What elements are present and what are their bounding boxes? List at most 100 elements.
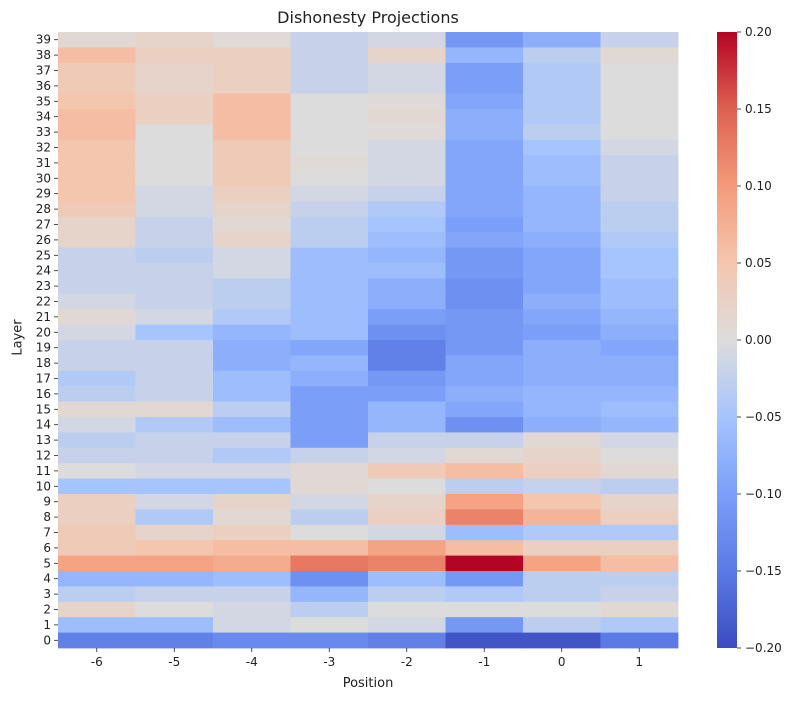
x-tick-label: 1 — [635, 655, 643, 669]
heatmap-cell — [213, 340, 291, 356]
heatmap-cell — [600, 571, 679, 587]
heatmap-cell — [290, 386, 369, 402]
heatmap-cell — [290, 139, 369, 156]
heatmap-cell — [368, 109, 446, 125]
heatmap-cell — [523, 155, 601, 171]
heatmap-cell — [445, 478, 524, 495]
y-tick-label: 16 — [36, 387, 51, 401]
heatmap-cell — [290, 555, 369, 572]
heatmap-cell — [600, 62, 679, 79]
heatmap-cell — [290, 601, 369, 618]
heatmap-cell — [135, 78, 214, 94]
colorbar-tick-label: −0.15 — [745, 564, 782, 578]
heatmap-cell — [213, 401, 291, 418]
heatmap-cell — [135, 571, 214, 587]
y-tick-label: 34 — [36, 110, 51, 124]
heatmap-cell — [600, 586, 679, 603]
heatmap-cell — [213, 494, 291, 510]
heatmap-cell — [600, 201, 679, 218]
heatmap-cell — [290, 478, 369, 495]
heatmap-cell — [135, 293, 214, 310]
heatmap-cell — [368, 293, 446, 310]
heatmap-cell — [368, 309, 446, 325]
heatmap-cell — [523, 571, 601, 587]
heatmap-cell — [58, 632, 136, 649]
heatmap-cell — [600, 263, 679, 279]
heatmap-cell — [600, 186, 679, 202]
heatmap-cell — [368, 571, 446, 587]
heatmap-cell — [213, 524, 291, 541]
heatmap-cell — [290, 155, 369, 171]
heatmap-cell — [213, 293, 291, 310]
heatmap-cell — [135, 586, 214, 603]
heatmap-cell — [523, 386, 601, 402]
heatmap-cell — [445, 355, 524, 372]
heatmap-cell — [290, 571, 369, 587]
heatmap-cell — [445, 340, 524, 356]
heatmap-cell — [368, 93, 446, 110]
heatmap-cell — [58, 155, 136, 171]
x-axis-label: Position — [342, 676, 394, 691]
heatmap-cell — [213, 432, 291, 449]
heatmap-cell — [600, 386, 679, 402]
x-tick-label: -6 — [91, 655, 103, 669]
heatmap-cell — [58, 247, 136, 264]
heatmap-cell — [213, 109, 291, 125]
heatmap-cell — [58, 447, 136, 464]
heatmap-cell — [600, 355, 679, 372]
heatmap-cell — [213, 370, 291, 387]
heatmap-cell — [135, 139, 214, 156]
heatmap-cell — [58, 617, 136, 633]
heatmap-cell — [58, 309, 136, 325]
heatmap-cell — [600, 417, 679, 433]
heatmap-cell — [523, 32, 601, 48]
heatmap-cell — [600, 309, 679, 325]
x-tick-label: -1 — [478, 655, 490, 669]
heatmap-cell — [600, 170, 679, 187]
heatmap-cell — [445, 509, 524, 526]
heatmap-cell — [368, 386, 446, 402]
heatmap-cell — [600, 617, 679, 633]
heatmap-cell — [213, 247, 291, 264]
heatmap-cell — [600, 324, 679, 341]
heatmap-cell — [523, 62, 601, 79]
heatmap-cell — [523, 47, 601, 64]
heatmap-cell — [290, 186, 369, 202]
colorbar-tick-label: 0.20 — [745, 25, 772, 39]
y-tick-label: 14 — [36, 418, 51, 432]
heatmap-cell — [290, 617, 369, 633]
heatmap-cell — [213, 201, 291, 218]
heatmap-cell — [368, 139, 446, 156]
heatmap-cell — [368, 186, 446, 202]
heatmap-cell — [213, 463, 291, 479]
heatmap-cell — [523, 186, 601, 202]
heatmap-cell — [213, 139, 291, 156]
heatmap-cell — [523, 463, 601, 479]
heatmap-cell — [368, 355, 446, 372]
heatmap-cell — [58, 401, 136, 418]
heatmap-cell — [58, 201, 136, 218]
heatmap-cell — [600, 32, 679, 48]
heatmap-cell — [58, 47, 136, 64]
heatmap-cell — [600, 632, 679, 649]
heatmap-cell — [368, 62, 446, 79]
heatmap-cell — [290, 586, 369, 603]
heatmap-cell — [135, 355, 214, 372]
heatmap-cell — [290, 632, 369, 649]
heatmap-cell — [290, 263, 369, 279]
x-tick-label: -4 — [246, 655, 258, 669]
heatmap-cell — [290, 463, 369, 479]
y-tick-label: 37 — [36, 64, 51, 78]
y-tick-label: 2 — [43, 603, 51, 617]
heatmap-cell — [135, 370, 214, 387]
heatmap-cell — [58, 417, 136, 433]
y-tick-label: 13 — [36, 433, 51, 447]
heatmap-cell — [213, 555, 291, 572]
heatmap-cell — [368, 370, 446, 387]
heatmap-cell — [213, 386, 291, 402]
heatmap-cell — [523, 78, 601, 94]
heatmap-cell — [290, 232, 369, 248]
y-tick-label: 35 — [36, 94, 51, 108]
heatmap-cell — [135, 555, 214, 572]
heatmap-cell — [290, 309, 369, 325]
